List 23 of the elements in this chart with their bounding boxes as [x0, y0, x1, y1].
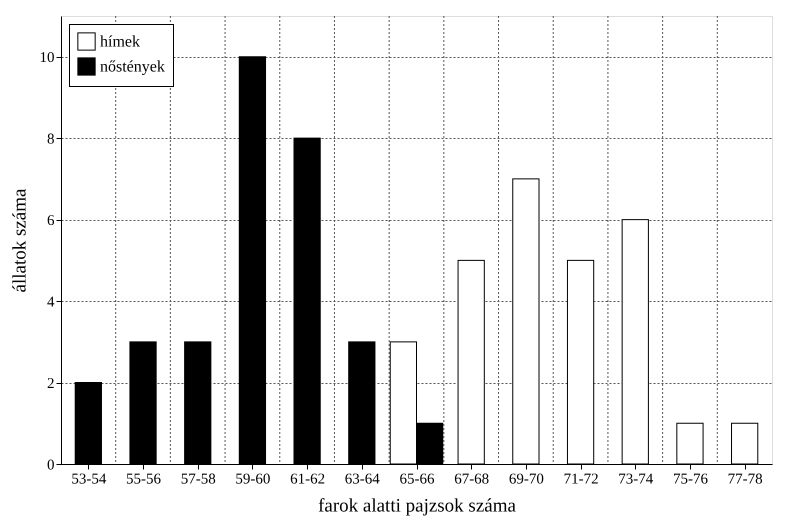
x-tick-label: 61-62 [290, 472, 326, 488]
x-tick-label: 73-74 [618, 472, 654, 488]
y-tick-label: 4 [47, 294, 55, 311]
x-tick-label: 69-70 [508, 472, 544, 488]
x-tick-label: 65-66 [400, 472, 435, 488]
x-axis-title: farok alatti pajzsok száma [318, 496, 516, 516]
x-tick-label: 63-64 [344, 472, 380, 488]
y-tick-label: 6 [47, 213, 55, 230]
y-tick-label: 2 [47, 376, 54, 392]
x-tick-label: 71-72 [564, 472, 599, 488]
x-tick-label: 53-54 [71, 472, 107, 488]
x-tick-label: 67-68 [454, 472, 490, 488]
x-tick-label: 55-56 [126, 472, 162, 488]
x-tick-label: 77-78 [728, 472, 763, 488]
y-tick-label: 10 [40, 50, 54, 66]
y-tick-label: 0 [47, 458, 54, 474]
y-tick-label: 8 [47, 132, 54, 148]
y-axis-title: állatok száma [10, 188, 30, 292]
x-tick-label: 75-76 [672, 472, 708, 488]
legend-label: hímek [100, 34, 140, 50]
x-tick-label: 59-60 [235, 472, 270, 488]
x-tick-label: 57-58 [180, 472, 216, 488]
legend-label: nőstények [100, 58, 165, 76]
